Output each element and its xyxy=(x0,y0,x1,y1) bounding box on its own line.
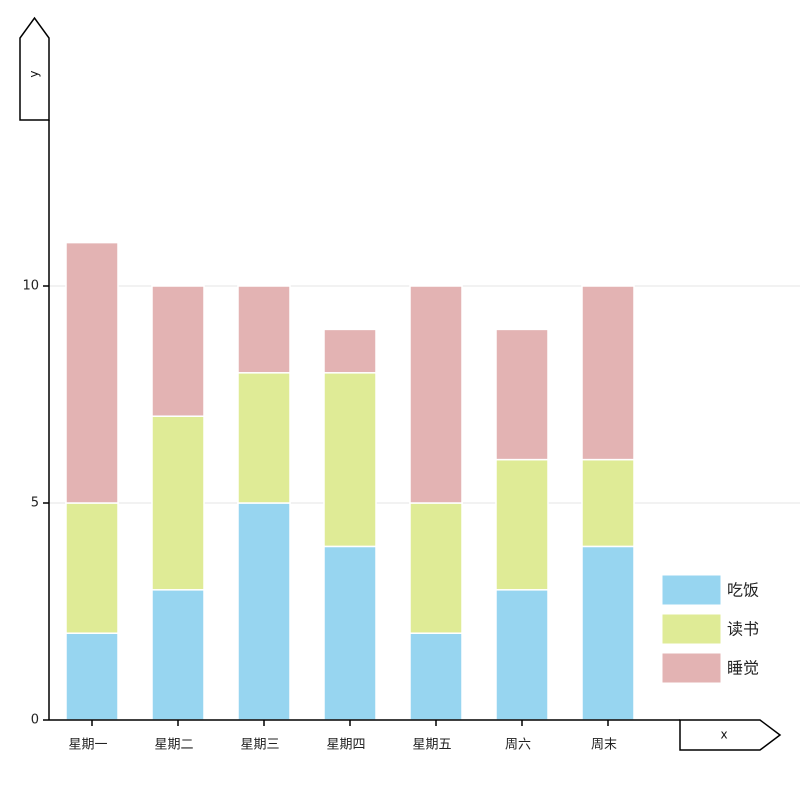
legend-swatch-1 xyxy=(661,574,722,606)
legend-label-2: 读书 xyxy=(727,620,759,639)
x-tick-label: 星期一 xyxy=(68,738,107,753)
bar-segment-3-7 xyxy=(581,285,635,461)
bar-segment-1-2 xyxy=(151,589,205,721)
bar-segment-1-3 xyxy=(237,502,291,721)
bar-segment-2-7 xyxy=(581,458,635,548)
y-axis-label: y xyxy=(27,70,41,77)
bar-segment-1-6 xyxy=(495,589,549,721)
x-axis-badge xyxy=(679,719,782,751)
bar-segment-3-3 xyxy=(237,285,291,374)
bar-segment-3-5 xyxy=(409,285,463,504)
bar-segment-1-4 xyxy=(323,545,377,721)
axes: y x xyxy=(19,16,782,751)
bar-segment-1-7 xyxy=(581,545,635,721)
bar-segment-1-1 xyxy=(65,632,119,721)
x-tick-label: 周六 xyxy=(505,738,531,753)
bar-segment-3-6 xyxy=(495,328,549,461)
legend-swatch-2 xyxy=(661,613,722,645)
bar-segment-3-4 xyxy=(323,328,377,374)
bar-segment-2-1 xyxy=(65,502,119,634)
x-tick-label: 星期五 xyxy=(412,738,451,753)
bar-segment-3-1 xyxy=(65,241,119,504)
x-ticks: 星期一 星期二 星期三 星期四 星期五 周六 周末 xyxy=(68,720,617,753)
bar-segment-1-5 xyxy=(409,632,463,721)
bar-segment-3-2 xyxy=(151,285,205,417)
y-ticks: 0 5 10 xyxy=(22,279,49,728)
x-axis-label: x xyxy=(720,728,727,742)
legend-swatch-3 xyxy=(661,652,722,684)
bar-segment-2-2 xyxy=(151,415,205,591)
bars xyxy=(65,241,635,721)
legend-label-1: 吃饭 xyxy=(727,581,759,600)
x-tick-label: 周末 xyxy=(591,738,617,753)
bar-segment-2-4 xyxy=(323,372,377,548)
x-tick-label: 星期四 xyxy=(326,738,365,753)
bar-segment-2-5 xyxy=(409,502,463,634)
y-tick-label: 0 xyxy=(31,713,39,728)
y-axis-badge xyxy=(19,16,50,121)
x-tick-label: 星期三 xyxy=(240,738,279,753)
y-tick-label: 10 xyxy=(22,279,39,294)
y-tick-label: 5 xyxy=(31,496,39,511)
x-tick-label: 星期二 xyxy=(154,738,193,753)
legend-label-3: 睡觉 xyxy=(727,659,759,678)
bar-segment-2-3 xyxy=(237,372,291,504)
bar-segment-2-6 xyxy=(495,458,549,591)
